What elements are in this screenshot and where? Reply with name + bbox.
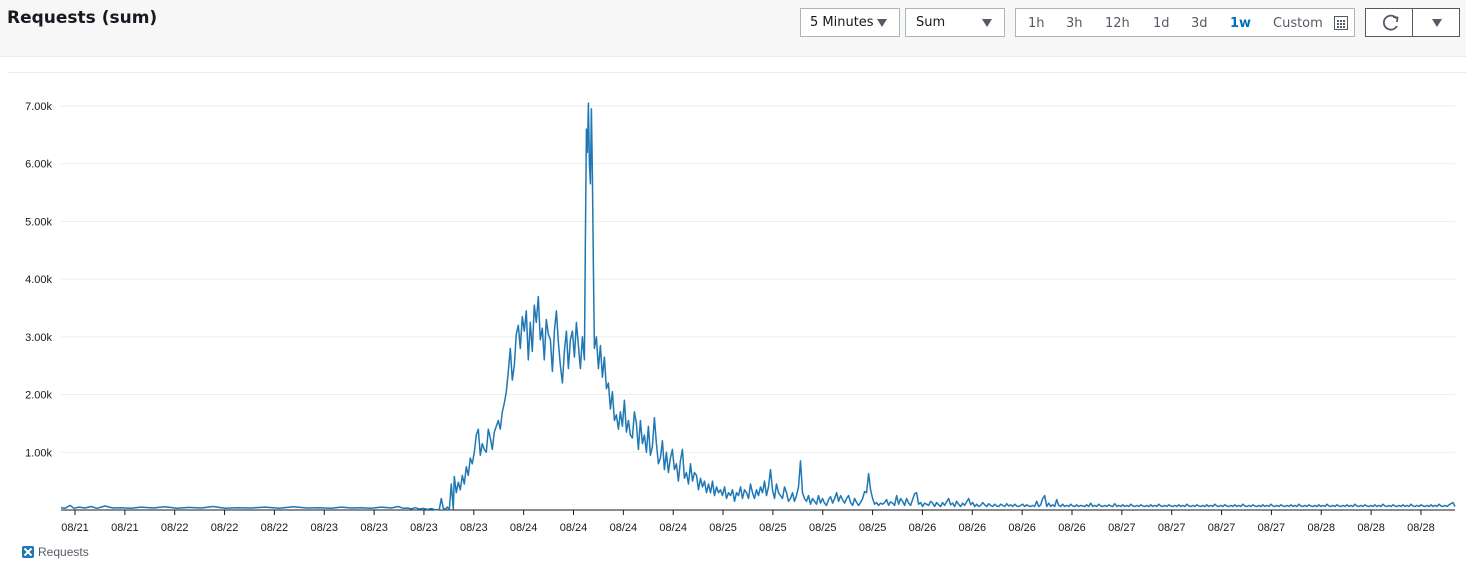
calendar-icon[interactable] <box>1334 16 1348 30</box>
series-line-requests <box>60 102 1456 511</box>
range-1w[interactable]: 1w <box>1230 16 1252 31</box>
range-custom[interactable]: Custom <box>1273 16 1323 31</box>
x-tick-label: 08/21 <box>61 522 89 534</box>
time-range-selector: 1h 3h 12h 1d 3d 1w Custom <box>1015 8 1355 37</box>
legend-label: Requests <box>38 545 89 559</box>
x-tick-label: 08/23 <box>310 522 338 534</box>
refresh-button[interactable] <box>1365 8 1413 37</box>
caret-down-icon <box>982 19 992 27</box>
y-tick-label: 1.00k <box>25 447 52 459</box>
x-tick-label: 08/22 <box>161 522 189 534</box>
range-3h[interactable]: 3h <box>1066 16 1083 31</box>
x-tick-label: 08/24 <box>510 522 538 534</box>
caret-down-icon <box>1432 19 1442 27</box>
widget-header: Requests (sum) 5 Minutes Sum 1h 3h 12h 1… <box>0 0 1466 57</box>
x-tick-label: 08/23 <box>410 522 438 534</box>
x-tick-label: 08/27 <box>1158 522 1186 534</box>
period-value: 5 Minutes <box>810 15 874 30</box>
period-select[interactable]: 5 Minutes <box>800 8 900 37</box>
x-tick-label: 08/23 <box>460 522 488 534</box>
widget-title: Requests (sum) <box>7 8 158 28</box>
x-tick-label: 08/24 <box>560 522 588 534</box>
x-tick-label: 08/25 <box>809 522 837 534</box>
y-tick-label: 4.00k <box>25 274 52 286</box>
statistic-value: Sum <box>916 15 946 30</box>
x-tick-label: 08/26 <box>959 522 987 534</box>
x-tick-label: 08/25 <box>709 522 737 534</box>
legend-toggle-icon[interactable] <box>22 546 34 558</box>
y-tick-label: 7.00k <box>25 101 52 113</box>
x-tick-label: 08/26 <box>909 522 937 534</box>
x-tick-label: 08/26 <box>1058 522 1086 534</box>
x-tick-label: 08/28 <box>1357 522 1385 534</box>
y-tick-label: 6.00k <box>25 159 52 171</box>
x-tick-label: 08/23 <box>360 522 388 534</box>
range-1h[interactable]: 1h <box>1028 16 1045 31</box>
y-tick-label: 5.00k <box>25 216 52 228</box>
range-1d[interactable]: 1d <box>1153 16 1170 31</box>
range-12h[interactable]: 12h <box>1105 16 1130 31</box>
x-tick-label: 08/24 <box>610 522 638 534</box>
x-tick-label: 08/27 <box>1108 522 1136 534</box>
x-tick-label: 08/28 <box>1407 522 1435 534</box>
x-tick-label: 08/25 <box>859 522 887 534</box>
x-tick-label: 08/22 <box>211 522 239 534</box>
x-tick-label: 08/22 <box>261 522 289 534</box>
x-tick-label: 08/28 <box>1307 522 1335 534</box>
range-3d[interactable]: 3d <box>1191 16 1208 31</box>
more-actions-button[interactable] <box>1412 8 1460 37</box>
caret-down-icon <box>877 19 887 27</box>
x-tick-label: 08/26 <box>1008 522 1036 534</box>
chart-legend[interactable]: Requests <box>22 544 89 560</box>
y-tick-label: 3.00k <box>25 332 52 344</box>
chart-divider <box>7 72 1466 73</box>
x-tick-label: 08/27 <box>1208 522 1236 534</box>
refresh-icon <box>1382 14 1399 31</box>
y-tick-label: 2.00k <box>25 390 52 402</box>
statistic-select[interactable]: Sum <box>905 8 1005 37</box>
x-tick-label: 08/24 <box>659 522 687 534</box>
x-tick-label: 08/27 <box>1258 522 1286 534</box>
x-tick-label: 08/21 <box>111 522 139 534</box>
x-tick-label: 08/25 <box>759 522 787 534</box>
